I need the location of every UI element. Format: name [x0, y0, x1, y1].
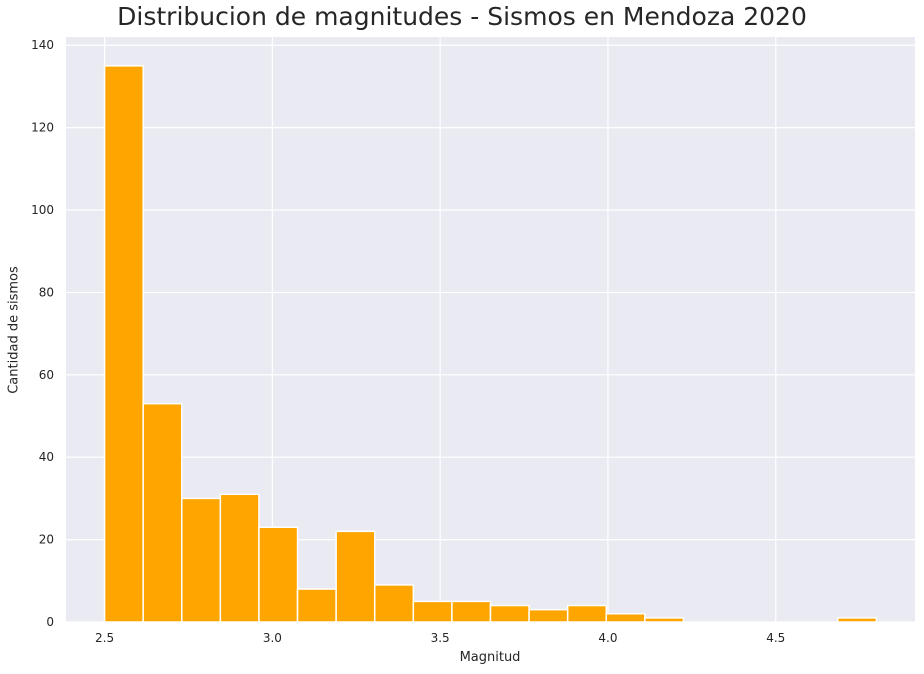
y-tick-label: 120: [31, 121, 54, 135]
histogram-bar: [103, 65, 144, 623]
y-tick-labels: 0 20 40 60 80 100 120 140: [31, 38, 54, 629]
y-tick-label: 60: [39, 368, 54, 382]
histogram-bar: [296, 588, 337, 623]
histogram-bar: [412, 600, 453, 623]
histogram-bar: [142, 402, 183, 623]
x-axis-label: Magnitud: [459, 650, 521, 665]
y-tick-label: 140: [31, 38, 54, 52]
histogram-bar: [258, 526, 299, 623]
histogram-bar: [373, 584, 415, 623]
histogram-bar: [566, 604, 608, 623]
chart-title: Distribucion de magnitudes - Sismos en M…: [117, 2, 807, 31]
x-tick-labels: 2.5 3.0 3.5 4.0 4.5: [95, 631, 785, 645]
y-tick-label: 80: [39, 285, 54, 299]
y-tick-label: 0: [46, 615, 54, 629]
histogram-bar: [335, 530, 376, 623]
histogram-bar: [644, 617, 685, 623]
histogram-bar: [528, 608, 569, 623]
y-tick-label: 100: [31, 203, 54, 217]
x-tick-label: 2.5: [95, 631, 114, 645]
y-tick-label: 40: [39, 450, 54, 464]
x-tick-label: 4.0: [598, 631, 617, 645]
histogram-bar: [605, 613, 646, 623]
y-axis-label: Cantidad de sismos: [6, 266, 22, 394]
histogram-bar: [181, 497, 222, 623]
y-tick-label: 20: [39, 533, 54, 547]
histogram-bar: [219, 493, 260, 623]
histogram-bar: [837, 617, 878, 623]
histogram-bar: [451, 600, 492, 623]
histogram-bar: [489, 604, 530, 623]
x-tick-label: 3.5: [431, 631, 450, 645]
bars: [103, 65, 878, 623]
x-tick-label: 4.5: [766, 631, 785, 645]
x-tick-label: 3.0: [263, 631, 282, 645]
